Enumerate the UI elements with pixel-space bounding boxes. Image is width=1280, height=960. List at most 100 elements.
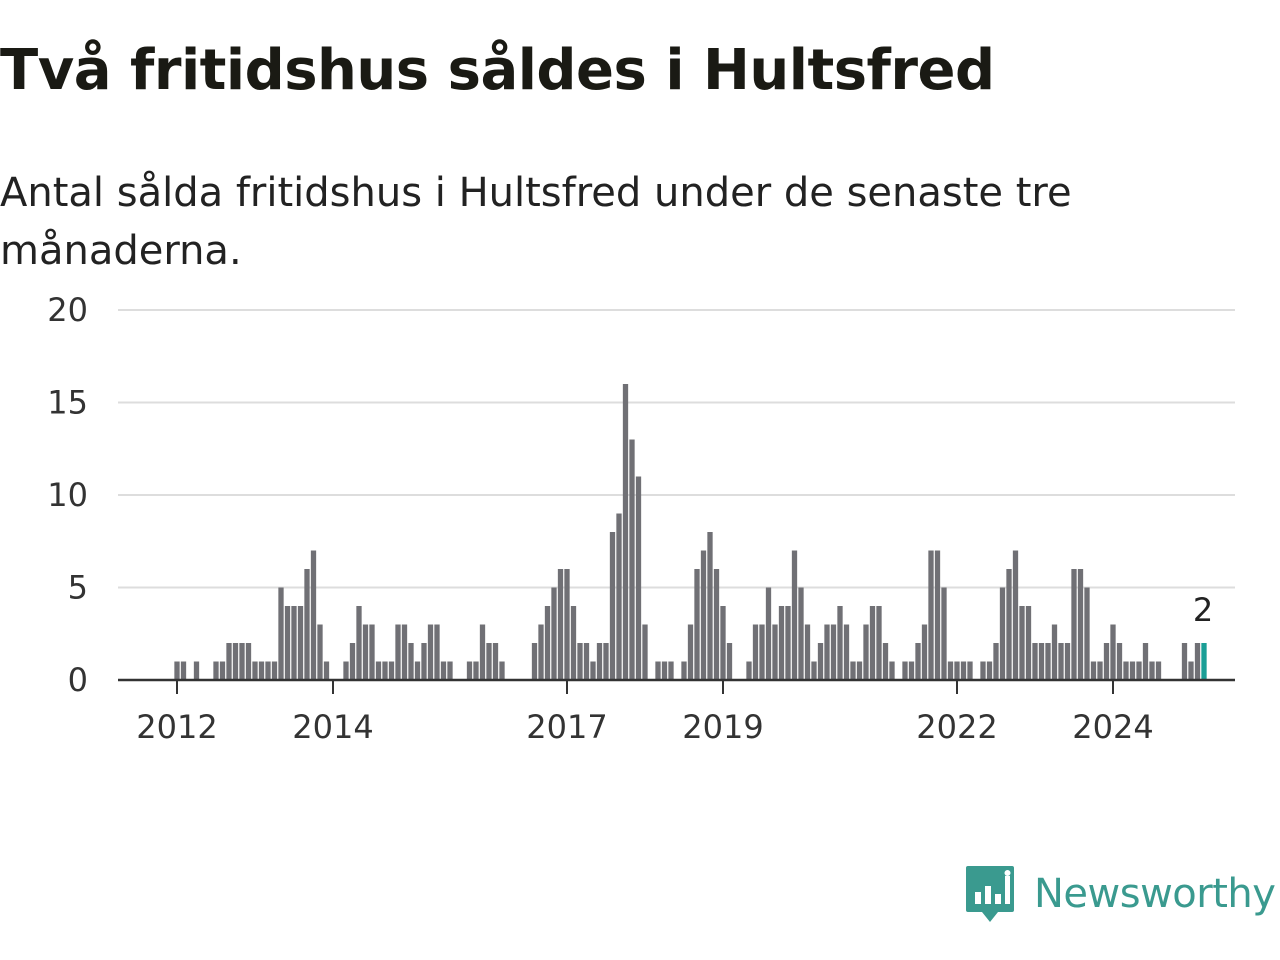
bar bbox=[1032, 643, 1038, 680]
bar bbox=[960, 661, 967, 680]
bar bbox=[440, 661, 447, 680]
bar bbox=[778, 606, 785, 680]
bar bbox=[785, 606, 791, 680]
bar bbox=[661, 661, 668, 680]
bar bbox=[271, 661, 278, 680]
bar bbox=[1149, 661, 1155, 680]
bar bbox=[837, 606, 843, 680]
bar bbox=[830, 624, 837, 680]
bar bbox=[291, 606, 297, 680]
bar bbox=[570, 606, 577, 680]
bar bbox=[356, 606, 362, 680]
bar bbox=[934, 550, 941, 680]
bar bbox=[317, 624, 323, 680]
bar bbox=[1123, 661, 1129, 680]
bar bbox=[232, 643, 239, 680]
bar bbox=[174, 661, 180, 680]
bar bbox=[1077, 569, 1084, 680]
bar bbox=[980, 661, 986, 680]
bar bbox=[304, 569, 310, 680]
bar bbox=[1045, 643, 1051, 680]
x-tick-label: 2024 bbox=[1072, 708, 1153, 746]
bar bbox=[889, 661, 895, 680]
bar bbox=[349, 643, 356, 680]
bar bbox=[1006, 569, 1012, 680]
bar bbox=[1084, 587, 1090, 680]
bar bbox=[1110, 624, 1116, 680]
bar bbox=[941, 587, 947, 680]
bar bbox=[1194, 643, 1201, 680]
annotations: 2 bbox=[1193, 591, 1213, 629]
bar bbox=[947, 661, 954, 680]
bar bbox=[447, 661, 453, 680]
bar bbox=[219, 661, 226, 680]
bar bbox=[843, 624, 850, 680]
newsworthy-logo: Newsworthy bbox=[964, 864, 1276, 924]
x-tick-label: 2017 bbox=[526, 708, 607, 746]
bar bbox=[414, 661, 421, 680]
bar bbox=[687, 624, 694, 680]
bar bbox=[531, 643, 538, 680]
bar bbox=[752, 624, 759, 680]
y-tick-label: 5 bbox=[68, 569, 88, 607]
bar bbox=[811, 661, 817, 680]
bar bbox=[278, 587, 284, 680]
x-tick-label: 2019 bbox=[682, 708, 763, 746]
bar bbox=[869, 606, 876, 680]
bars bbox=[174, 384, 1207, 680]
bar bbox=[375, 661, 382, 680]
bar bbox=[239, 643, 245, 680]
bar bbox=[473, 661, 479, 680]
bar bbox=[343, 661, 349, 680]
bar bbox=[622, 384, 629, 680]
bar bbox=[1064, 643, 1071, 680]
bar bbox=[1097, 661, 1103, 680]
bar bbox=[297, 606, 304, 680]
bar bbox=[700, 550, 707, 680]
x-tick-label: 2014 bbox=[292, 708, 373, 746]
bar bbox=[583, 643, 590, 680]
bar bbox=[850, 661, 856, 680]
x-tick-label: 2022 bbox=[916, 708, 997, 746]
x-axis: 2012 2014 2017 2019 2022 2024 bbox=[118, 678, 1235, 746]
y-tick-label: 10 bbox=[47, 476, 88, 514]
bar bbox=[427, 624, 434, 680]
bar bbox=[999, 587, 1006, 680]
bar bbox=[720, 606, 726, 680]
bar bbox=[557, 569, 564, 680]
bar bbox=[1155, 661, 1162, 680]
bar bbox=[616, 513, 622, 680]
chart-title: Två fritidshus såldes i Hultsfred bbox=[0, 38, 995, 103]
bar bbox=[746, 661, 752, 680]
bar bbox=[817, 643, 824, 680]
bar bbox=[1051, 624, 1058, 680]
bar bbox=[564, 569, 570, 680]
bar bbox=[323, 661, 330, 680]
bar bbox=[590, 661, 596, 680]
bar bbox=[1071, 569, 1077, 680]
bar bbox=[434, 624, 440, 680]
bar-highlight bbox=[1201, 643, 1207, 680]
bar bbox=[824, 624, 830, 680]
bar bbox=[1019, 606, 1025, 680]
bar bbox=[759, 624, 765, 680]
bar bbox=[804, 624, 811, 680]
bar bbox=[479, 624, 486, 680]
bar bbox=[1142, 643, 1149, 680]
bar bbox=[213, 661, 219, 680]
gridlines bbox=[118, 309, 1235, 589]
bar bbox=[180, 661, 187, 680]
bar bbox=[1038, 643, 1045, 680]
bar bbox=[609, 532, 616, 680]
bar bbox=[915, 643, 921, 680]
bar bbox=[388, 661, 395, 680]
bar bbox=[258, 661, 265, 680]
bar bbox=[362, 624, 369, 680]
bar bbox=[492, 643, 499, 680]
x-tick-label: 2012 bbox=[136, 708, 217, 746]
bar bbox=[369, 624, 375, 680]
bar bbox=[681, 661, 687, 680]
bar bbox=[401, 624, 408, 680]
bar bbox=[921, 624, 928, 680]
bar bbox=[765, 587, 772, 680]
